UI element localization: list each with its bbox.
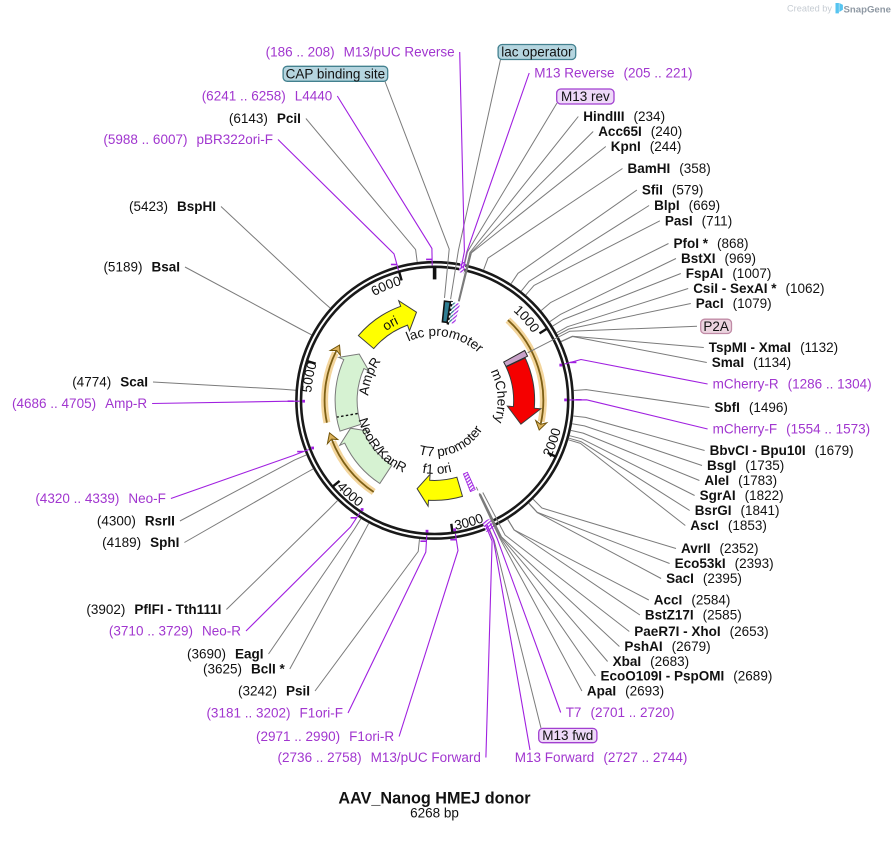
svg-text:M13 fwd: M13 fwd: [542, 728, 593, 743]
svg-text:(4320 .. 4339)Neo-F: (4320 .. 4339) Neo-F: [35, 491, 166, 506]
svg-text:(3902)PflFI - Tth111I: (3902) PflFI - Tth111I: [86, 602, 221, 617]
svg-text:M13 rev: M13 rev: [561, 89, 610, 104]
svg-text:(3242)PsiI: (3242) PsiI: [238, 684, 310, 699]
svg-text:SacI(2395): SacI (2395): [666, 571, 742, 586]
svg-text:BlpI(669): BlpI (669): [654, 198, 720, 213]
svg-text:SfiI(579): SfiI (579): [642, 183, 704, 198]
svg-text:BstZ17I(2585): BstZ17I (2585): [645, 608, 742, 623]
svg-text:FspAI(1007): FspAI (1007): [686, 266, 772, 281]
svg-text:P2A: P2A: [703, 319, 729, 334]
svg-text:mCherry-R(1286 .. 1304): mCherry-R (1286 .. 1304): [713, 377, 872, 392]
svg-text:HindIII(234): HindIII (234): [583, 109, 665, 124]
svg-text:(3690)EagI: (3690) EagI: [187, 647, 264, 662]
svg-text:M13 Reverse(205 .. 221): M13 Reverse (205 .. 221): [534, 66, 692, 81]
svg-text:PfoI *(868): PfoI * (868): [674, 236, 749, 251]
svg-text:(4189)SphI: (4189) SphI: [102, 535, 179, 550]
svg-text:BsgI(1735): BsgI (1735): [707, 458, 784, 473]
svg-text:AccI(2584): AccI (2584): [654, 593, 731, 608]
svg-text:lac operator: lac operator: [501, 45, 573, 60]
svg-text:(5988 .. 6007)pBR322ori-F: (5988 .. 6007) pBR322ori-F: [103, 132, 273, 147]
svg-text:SnapGene: SnapGene: [844, 4, 891, 15]
svg-text:SmaI(1134): SmaI (1134): [712, 355, 791, 370]
svg-text:(186 .. 208)M13/pUC Reverse: (186 .. 208) M13/pUC Reverse: [266, 45, 455, 60]
svg-text:M13 Forward(2727 .. 2744): M13 Forward (2727 .. 2744): [515, 750, 688, 765]
svg-text:BstXI(969): BstXI (969): [681, 251, 756, 266]
svg-text:6268 bp: 6268 bp: [410, 806, 459, 821]
svg-text:(4300)RsrII: (4300) RsrII: [97, 514, 175, 529]
svg-text:XbaI(2683): XbaI (2683): [613, 654, 690, 669]
svg-text:KpnI(244): KpnI (244): [611, 139, 682, 154]
svg-text:AleI(1783): AleI (1783): [704, 473, 777, 488]
svg-text:(5423)BspHI: (5423) BspHI: [129, 199, 216, 214]
svg-text:Eco53kI(2393): Eco53kI (2393): [675, 556, 774, 571]
svg-text:(2971 .. 2990)F1ori-R: (2971 .. 2990) F1ori-R: [256, 729, 394, 744]
svg-text:Acc65I(240): Acc65I (240): [598, 124, 682, 139]
svg-text:(5189)BsaI: (5189) BsaI: [103, 260, 180, 275]
svg-text:PasI(711): PasI (711): [665, 214, 732, 229]
svg-text:f1 ori: f1 ori: [422, 460, 453, 477]
svg-text:T7(2701 .. 2720): T7 (2701 .. 2720): [566, 705, 675, 720]
svg-text:PshAI(2679): PshAI (2679): [624, 639, 710, 654]
svg-text:SbfI(1496): SbfI (1496): [714, 400, 788, 415]
svg-text:ori: ori: [380, 313, 401, 334]
svg-text:BamHI(358): BamHI (358): [628, 161, 711, 176]
svg-text:(2736 .. 2758)M13/pUC Forward: (2736 .. 2758) M13/pUC Forward: [278, 750, 481, 765]
svg-text:Created by: Created by: [787, 4, 832, 14]
svg-text:TspMI - XmaI(1132): TspMI - XmaI (1132): [709, 340, 838, 355]
svg-text:SgrAI(1822): SgrAI (1822): [700, 488, 784, 503]
svg-text:EcoO109I - PspOMI(2689): EcoO109I - PspOMI (2689): [601, 669, 773, 684]
svg-text:BsrGI(1841): BsrGI (1841): [695, 503, 780, 518]
svg-text:BbvCI - Bpu10I(1679): BbvCI - Bpu10I (1679): [710, 443, 854, 458]
svg-text:5000: 5000: [299, 360, 319, 393]
svg-text:ApaI(2693): ApaI (2693): [587, 684, 664, 699]
svg-text:PaeR7I - XhoI(2653): PaeR7I - XhoI (2653): [634, 624, 768, 639]
svg-text:(6143)PciI: (6143) PciI: [229, 111, 301, 126]
svg-text:mCherry-F(1554 .. 1573): mCherry-F (1554 .. 1573): [713, 422, 871, 437]
svg-text:AvrII(2352): AvrII (2352): [681, 541, 759, 556]
svg-text:(3625)BclI *: (3625) BclI *: [203, 662, 286, 677]
svg-text:(6241 .. 6258)L4440: (6241 .. 6258) L4440: [202, 89, 333, 104]
svg-text:CsiI - SexAI *(1062): CsiI - SexAI * (1062): [693, 281, 824, 296]
svg-text:AAV_Nanog HMEJ donor: AAV_Nanog HMEJ donor: [338, 790, 531, 808]
svg-text:(4774)ScaI: (4774) ScaI: [72, 375, 148, 390]
svg-text:(4686 .. 4705)Amp-R: (4686 .. 4705) Amp-R: [12, 396, 147, 411]
svg-text:(3710 .. 3729)Neo-R: (3710 .. 3729) Neo-R: [109, 624, 241, 639]
svg-text:PacI(1079): PacI (1079): [696, 296, 772, 311]
svg-text:AscI(1853): AscI (1853): [690, 518, 767, 533]
svg-text:(3181 .. 3202)F1ori-F: (3181 .. 3202) F1ori-F: [206, 706, 343, 721]
svg-text:CAP binding site: CAP binding site: [286, 67, 386, 82]
